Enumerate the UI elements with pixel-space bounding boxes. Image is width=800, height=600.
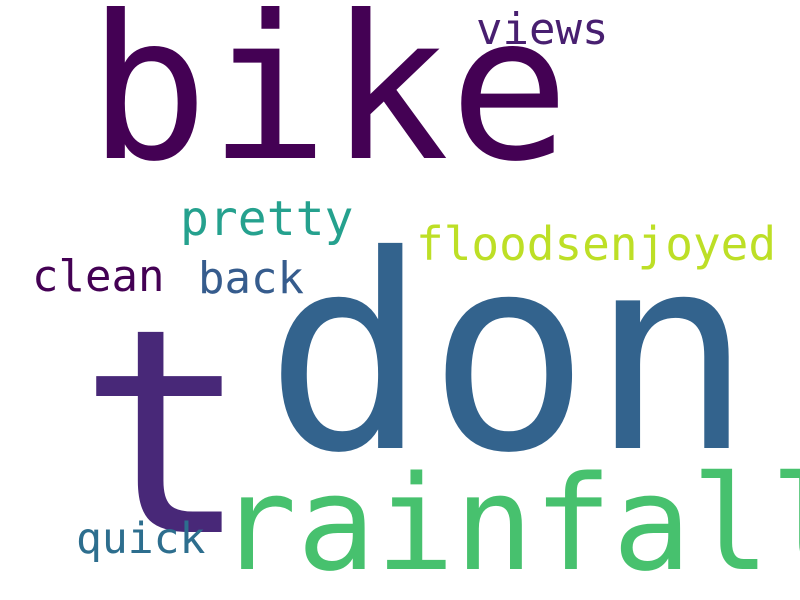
word-don: don — [265, 197, 753, 512]
word-views: views — [476, 4, 609, 55]
word-clean: clean — [32, 251, 165, 302]
word-bike: bike — [88, 0, 570, 206]
word-floodsenjoyed: floodsenjoyed — [416, 217, 777, 271]
word-t: t — [78, 268, 250, 600]
word-back: back — [198, 253, 304, 304]
word-quick: quick — [76, 514, 206, 564]
word-rainfall: rainfall — [218, 447, 800, 600]
word-pretty: pretty — [180, 191, 354, 247]
